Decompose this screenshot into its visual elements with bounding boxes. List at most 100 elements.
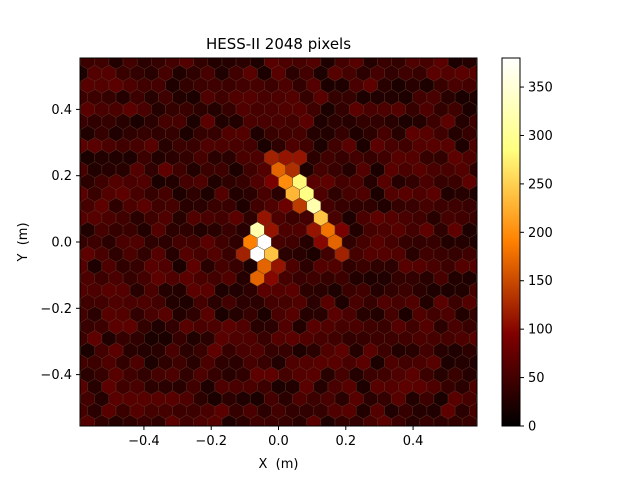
hex-pixel: [483, 379, 497, 395]
x-tick-label: 0.0: [268, 434, 289, 449]
hex-pixel: [60, 210, 74, 226]
y-tick-label: −0.4: [40, 368, 72, 383]
colorbar-tick-label: 50: [528, 371, 545, 386]
y-tick-label: 0.0: [51, 236, 72, 251]
hex-pixel: [413, 41, 427, 57]
hex-pixel: [74, 427, 88, 443]
hex-pixel: [229, 427, 243, 443]
hex-pixel: [60, 427, 74, 443]
hex-pixel: [80, 273, 81, 283]
hex-pixel: [483, 89, 497, 105]
hex-pixel: [187, 41, 201, 57]
y-axis-ticks: −0.4 −0.2 0.0 0.2 0.4: [40, 103, 80, 383]
hex-pixel: [80, 80, 81, 90]
y-tick-label: 0.4: [51, 103, 72, 118]
hex-pixel: [116, 41, 130, 57]
hex-pixel: [356, 427, 370, 443]
hex-pixel: [476, 273, 477, 283]
hex-pixel: [483, 330, 497, 346]
hex-pixel: [483, 282, 497, 298]
hex-pixel: [483, 210, 497, 226]
hex-pixel: [80, 321, 81, 332]
hex-pixel: [60, 138, 74, 154]
hex-pixel: [476, 104, 477, 115]
colorbar-tick-label: 150: [528, 274, 553, 289]
hex-pixel: [476, 297, 477, 307]
hex-pixel: [476, 152, 477, 163]
x-axis-label: X (m): [259, 457, 299, 472]
hex-pixel: [74, 41, 88, 57]
hex-pixel: [356, 41, 370, 57]
colorbar-tick-label: 300: [528, 129, 553, 144]
hex-pixel: [314, 427, 328, 443]
hex-pixel: [483, 186, 497, 202]
hex-pixel: [476, 58, 477, 66]
hex-pixel: [60, 41, 74, 57]
hex-pixel: [60, 65, 74, 81]
hex-pixel: [483, 355, 497, 371]
hex-pixel: [300, 427, 314, 443]
hex-pixel: [385, 41, 399, 57]
hex-pixel: [399, 41, 413, 57]
hex-pixel: [60, 186, 74, 202]
hex-pixel: [476, 321, 477, 332]
hex-pixel: [476, 394, 477, 404]
hex-pixel: [476, 345, 477, 356]
x-tick-label: −0.4: [128, 434, 160, 449]
hex-pixel: [80, 201, 81, 211]
hex-pixel: [144, 41, 158, 57]
hex-pixel: [60, 330, 74, 346]
hex-pixel: [88, 427, 102, 443]
hex-pixel: [173, 427, 187, 443]
hex-pixel: [370, 427, 384, 443]
colorbar: [501, 57, 521, 427]
colorbar-tick-label: 350: [528, 81, 553, 96]
hex-pixel: [483, 306, 497, 322]
hex-pixel: [80, 394, 81, 404]
hex-pixel: [476, 80, 477, 90]
hex-pixel: [385, 427, 399, 443]
hex-pixel: [102, 427, 116, 443]
x-tick-label: −0.2: [195, 434, 227, 449]
hex-pixel: [469, 427, 483, 443]
hex-pixel: [80, 58, 81, 66]
hex-pixel-layer: [60, 41, 497, 443]
hex-pixel: [80, 418, 81, 426]
hex-pixel: [80, 152, 81, 163]
hex-pixel: [483, 65, 497, 81]
x-tick-label: 0.2: [335, 434, 356, 449]
hex-pixel: [441, 41, 455, 57]
hex-pixel: [483, 162, 497, 178]
hex-pixel: [427, 41, 441, 57]
hex-pixel: [173, 41, 187, 57]
hex-pixel: [483, 41, 497, 57]
hex-pixel: [60, 282, 74, 298]
colorbar-tick-label: 250: [528, 177, 553, 192]
hex-pixel: [60, 258, 74, 274]
x-axis-ticks: −0.4 −0.2 0.0 0.2 0.4: [128, 426, 423, 449]
y-tick-label: −0.2: [40, 302, 72, 317]
hex-pixel: [455, 41, 469, 57]
hex-pixel: [158, 427, 172, 443]
hex-pixel: [476, 418, 477, 426]
y-tick-label: 0.2: [51, 169, 72, 184]
hex-pixel: [88, 41, 102, 57]
hex-pixel: [102, 41, 116, 57]
hex-pixel: [483, 258, 497, 274]
hex-pixel: [476, 177, 477, 187]
hex-pixel: [483, 403, 497, 419]
hex-pixel: [60, 403, 74, 419]
hex-pixel: [441, 427, 455, 443]
colorbar-tick-label: 200: [528, 226, 553, 241]
y-axis-label: Y (m): [16, 222, 31, 262]
hex-pixel: [483, 427, 497, 443]
hex-pixel: [476, 225, 477, 235]
hex-pixel: [427, 427, 441, 443]
hex-pixel: [476, 201, 477, 211]
hex-pixel: [130, 41, 144, 57]
hex-pixel: [483, 138, 497, 154]
hex-pixel: [476, 249, 477, 259]
x-tick-label: 0.4: [403, 434, 424, 449]
colorbar-tick-label: 100: [528, 323, 553, 338]
